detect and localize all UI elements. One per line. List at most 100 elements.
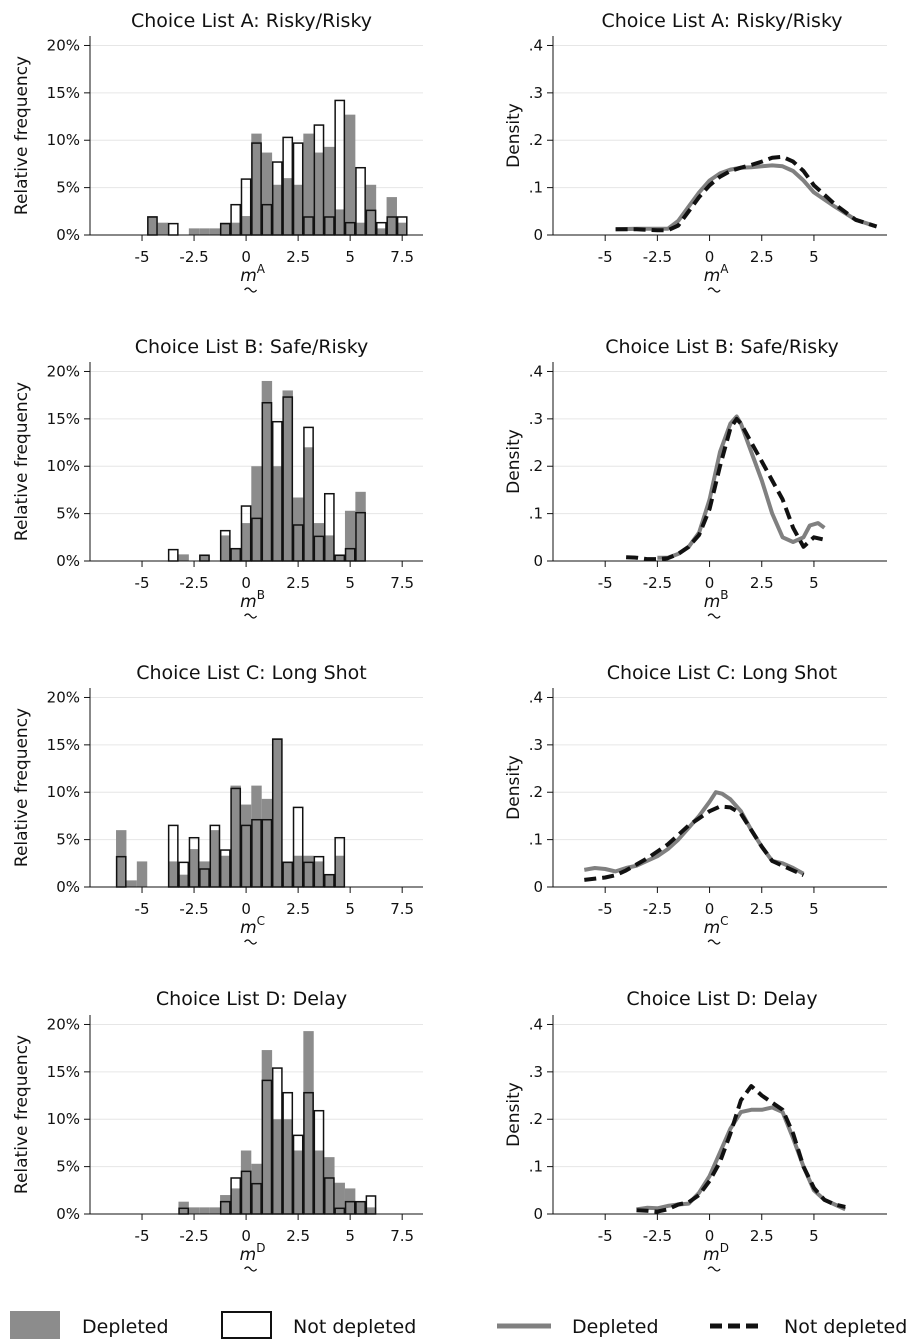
chart-8-xlabel: mD: [703, 1241, 729, 1265]
chart-2-ylabel: Density: [504, 103, 524, 168]
chart-5-xlabel: mC: [240, 914, 265, 938]
chart-5-xtick-label: 5: [345, 900, 355, 918]
chart-8-ytick-label: .2: [529, 1110, 543, 1128]
chart-1-xtick-label: -5: [135, 248, 150, 266]
chart-2-xlabel: mA: [704, 262, 730, 286]
chart-7-bar-depleted: [251, 1163, 262, 1214]
chart-5-xtick-label: 0: [241, 900, 251, 918]
chart-5-bar-depleted: [116, 830, 127, 887]
chart-5-xtick-label: -5: [135, 900, 150, 918]
chart-1-bar-depleted: [261, 152, 273, 235]
chart-2-xtick-label: -5: [598, 248, 613, 266]
chart-1-ytick-label: 15%: [47, 84, 80, 102]
chart-1-xlabel-sup: A: [257, 262, 266, 276]
chart-7-xlabel-m: m: [240, 1245, 257, 1265]
chart-4-xtick-label: 5: [809, 574, 819, 592]
chart-4-title: Choice List B: Safe/Risky: [605, 336, 839, 358]
chart-3-bar-depleted: [355, 491, 366, 561]
chart-3-bar-depleted: [261, 380, 273, 561]
chart-7-xtick-label: 0: [241, 1227, 251, 1245]
chart-8-xtick-label: 0: [705, 1227, 715, 1245]
chart-5-xlabel-sup: C: [257, 914, 265, 928]
chart-3-bar-depleted: [324, 535, 335, 561]
chart-7-title: Choice List D: Delay: [156, 988, 347, 1010]
chart-5-ytick-label: 10%: [47, 783, 80, 801]
chart-3-bar-depleted: [334, 554, 345, 561]
chart-3-bar-depleted: [344, 510, 356, 561]
chart-2-panel: 0 .1 .2 .3 .4 -5 -2.5 0 2.5 5 Choice List A: Risky…: [504, 10, 887, 293]
chart-3-bar-depleted: [272, 466, 283, 561]
chart-5-bar-depleted: [230, 785, 241, 887]
chart-2-ytick-label: .2: [529, 131, 543, 149]
chart-7-xtick-label: 7.5: [390, 1227, 414, 1245]
chart-2-ytick-label: .1: [529, 179, 543, 197]
chart-8-xtick-label: -2.5: [643, 1227, 672, 1245]
chart-6-panel: 0 .1 .2 .3 .4 -5 -2.5 0 2.5 5 Choice List C: Long …: [504, 662, 887, 945]
chart-3-bar-depleted: [292, 497, 304, 561]
chart-1-bar-depleted: [355, 222, 366, 235]
chart-5-bar-depleted: [126, 880, 137, 887]
chart-7-bar-depleted: [209, 1207, 221, 1214]
chart-3-bar-depleted: [251, 466, 262, 561]
chart-1-ytick-label: 0%: [56, 226, 80, 244]
chart-5-bar-depleted: [251, 785, 262, 887]
legend-label-not-depleted-bar: Not depleted: [293, 1316, 416, 1338]
chart-5-ytick-label: 20%: [47, 688, 80, 706]
chart-8-ytick-label: 0: [533, 1205, 543, 1223]
chart-1-bar-not-depleted: [167, 222, 179, 236]
chart-1-bar-depleted: [240, 216, 252, 235]
chart-6-ytick-label: 0: [533, 878, 543, 896]
chart-7-bar-depleted: [292, 1150, 304, 1214]
chart-7-ytick-label: 0%: [56, 1205, 80, 1223]
chart-7-bar-depleted: [324, 1157, 335, 1214]
chart-5-xlabel-tilde: [244, 939, 258, 945]
chart-3-ytick-label: 10%: [47, 457, 80, 475]
chart-7-ytick-label: 15%: [47, 1063, 80, 1081]
chart-1-bar-depleted: [199, 228, 210, 235]
chart-1-xlabel-m: m: [240, 266, 257, 286]
chart-5-bar-depleted: [282, 861, 293, 887]
legend-swatch-not-depleted-bar: [221, 1311, 272, 1339]
chart-1-xtick-label: 2.5: [286, 248, 310, 266]
chart-4-line-not-depleted: [626, 416, 825, 562]
chart-3-xtick-label: 5: [345, 574, 355, 592]
chart-3-ytick-label: 5%: [56, 505, 80, 523]
chart-3-bar-depleted: [230, 548, 241, 561]
chart-1-bar-depleted: [282, 178, 293, 235]
chart-2-xlabel-tilde: [707, 287, 721, 293]
chart-5-ytick-label: 5%: [56, 831, 80, 849]
chart-7-bar-depleted: [334, 1182, 345, 1214]
chart-7-ytick-label: 5%: [56, 1158, 80, 1176]
chart-5-bar-depleted: [136, 861, 148, 887]
chart-7-xlabel: mD: [240, 1241, 266, 1265]
chart-1-ytick-label: 5%: [56, 179, 80, 197]
chart-2-xtick-label: 0: [705, 248, 715, 266]
chart-8-xlabel-m: m: [703, 1245, 720, 1265]
chart-1-bar-depleted: [324, 146, 335, 235]
chart-5-ytick-label: 15%: [47, 736, 80, 754]
chart-6-ytick-label: .2: [529, 783, 543, 801]
chart-5-title: Choice List C: Long Shot: [136, 662, 367, 684]
chart-1-bar-depleted: [157, 222, 169, 235]
chart-6-xtick-label: -2.5: [643, 900, 672, 918]
chart-7-xtick-label: -5: [135, 1227, 150, 1245]
chart-5-ylabel: Relative frequency: [12, 708, 32, 867]
chart-4-xlabel-sup: B: [720, 588, 728, 602]
chart-3-bar-depleted: [313, 523, 325, 561]
chart-3-xtick-label: 7.5: [390, 574, 414, 592]
chart-6-ylabel: Density: [504, 755, 524, 820]
chart-7-xtick-label: 2.5: [286, 1227, 310, 1245]
chart-1-bar-depleted: [272, 184, 283, 235]
chart-4-xlabel-tilde: [707, 613, 721, 619]
chart-1-xtick-label: -2.5: [179, 248, 208, 266]
chart-8-ytick-label: .4: [529, 1015, 543, 1033]
chart-6-ytick-label: .1: [529, 831, 543, 849]
chart-7-xtick-label: -2.5: [179, 1227, 208, 1245]
chart-1-bar-depleted: [303, 133, 314, 235]
chart-1-bar-depleted: [188, 228, 200, 235]
chart-1-bar-depleted: [313, 152, 325, 235]
chart-6-xtick-label: 5: [809, 900, 819, 918]
chart-4-xtick-label: 2.5: [750, 574, 774, 592]
chart-4-line-depleted: [657, 414, 826, 560]
chart-1-bar-depleted: [251, 133, 262, 235]
